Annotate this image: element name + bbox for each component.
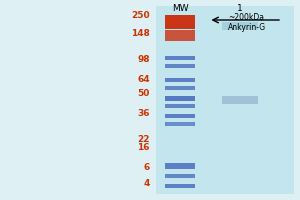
Text: 250: 250 [131, 11, 150, 21]
Text: 6: 6 [144, 163, 150, 172]
Bar [165, 184, 195, 188]
Text: 1: 1 [237, 4, 243, 13]
Bar [222, 96, 258, 104]
Bar [165, 78, 195, 82]
Bar [165, 104, 195, 108]
Bar [165, 96, 195, 100]
Bar [165, 30, 195, 41]
Text: 4: 4 [144, 180, 150, 188]
Text: 36: 36 [137, 109, 150, 118]
Bar [165, 114, 195, 118]
Text: 64: 64 [137, 75, 150, 84]
Bar [165, 56, 195, 60]
Text: 98: 98 [137, 55, 150, 64]
Text: ~200kDa: ~200kDa [228, 12, 264, 21]
Bar [165, 122, 195, 126]
Text: Ankyrin-G: Ankyrin-G [228, 22, 266, 31]
Bar [156, 6, 294, 194]
Text: 22: 22 [137, 136, 150, 144]
Bar [165, 163, 195, 169]
Bar [165, 64, 195, 68]
Text: MW: MW [172, 4, 188, 13]
Bar [165, 86, 195, 90]
Bar [165, 16, 195, 28]
Text: 16: 16 [137, 144, 150, 152]
Text: 148: 148 [131, 29, 150, 38]
Text: 50: 50 [138, 90, 150, 98]
Bar [222, 22, 258, 30]
Bar [165, 174, 195, 178]
